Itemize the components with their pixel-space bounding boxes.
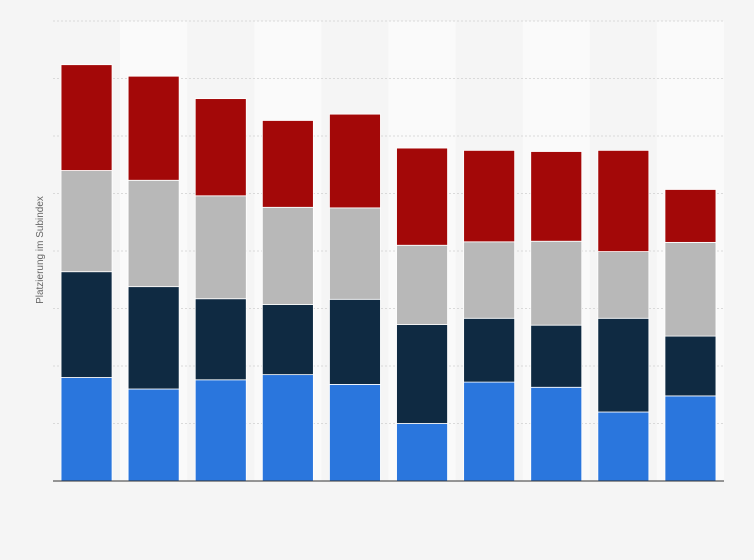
bar-segment[interactable] xyxy=(329,207,381,300)
bar-segment[interactable] xyxy=(329,298,381,385)
bar-segment[interactable] xyxy=(261,304,314,376)
bar-segment[interactable] xyxy=(530,240,583,326)
bars xyxy=(60,64,717,482)
bar-segment[interactable] xyxy=(261,206,314,305)
bar-segment[interactable] xyxy=(530,386,583,482)
bar-segment[interactable] xyxy=(530,324,583,388)
bar-segment[interactable] xyxy=(463,317,516,383)
bar-segment[interactable] xyxy=(194,98,247,197)
bar-segment[interactable] xyxy=(329,383,381,482)
bar-segment[interactable] xyxy=(597,317,650,413)
bar-segment[interactable] xyxy=(396,147,448,246)
bar-segment[interactable] xyxy=(463,149,516,243)
bar-segment[interactable] xyxy=(664,335,717,397)
bar-segment[interactable] xyxy=(396,244,448,325)
bar-segment[interactable] xyxy=(194,379,247,482)
bar-segment[interactable] xyxy=(664,395,717,482)
y-axis-label: Platzierung im Subindex xyxy=(35,196,46,304)
bar-segment[interactable] xyxy=(60,377,113,482)
bar-segment[interactable] xyxy=(127,75,180,181)
bar-segment[interactable] xyxy=(597,411,650,482)
bar-segment[interactable] xyxy=(60,271,113,378)
bar-segment[interactable] xyxy=(597,149,650,252)
bar-segment[interactable] xyxy=(127,286,180,390)
bar-segment[interactable] xyxy=(396,324,448,424)
bar-segment[interactable] xyxy=(664,189,717,243)
bar-segment[interactable] xyxy=(530,151,583,242)
bar-segment[interactable] xyxy=(463,241,516,319)
bar-segment[interactable] xyxy=(194,195,247,300)
bar-segment[interactable] xyxy=(60,170,113,273)
bar-segment[interactable] xyxy=(329,113,381,209)
bar-segment[interactable] xyxy=(261,374,314,482)
bar-segment[interactable] xyxy=(597,251,650,319)
bar-segment[interactable] xyxy=(261,120,314,208)
bar-segment[interactable] xyxy=(664,241,717,337)
bar-segment[interactable] xyxy=(194,298,247,381)
bar-segment[interactable] xyxy=(396,423,448,482)
bar-segment[interactable] xyxy=(463,381,516,482)
bar-segment[interactable] xyxy=(127,388,180,482)
bar-segment[interactable] xyxy=(127,179,180,288)
bar-segment[interactable] xyxy=(60,64,113,171)
